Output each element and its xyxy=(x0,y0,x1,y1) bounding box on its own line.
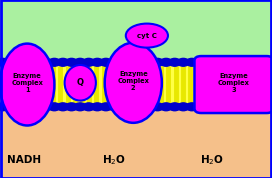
Circle shape xyxy=(212,103,224,111)
Ellipse shape xyxy=(126,23,168,48)
Circle shape xyxy=(203,103,215,111)
Circle shape xyxy=(57,58,69,66)
Circle shape xyxy=(117,103,129,111)
Circle shape xyxy=(237,103,249,111)
Circle shape xyxy=(66,58,78,66)
Circle shape xyxy=(169,103,181,111)
Bar xyxy=(0,62,272,107)
Circle shape xyxy=(263,103,272,111)
Bar xyxy=(0,103,272,178)
Circle shape xyxy=(126,58,138,66)
Ellipse shape xyxy=(105,43,162,123)
Circle shape xyxy=(91,103,103,111)
Circle shape xyxy=(74,103,86,111)
Circle shape xyxy=(152,58,163,66)
Circle shape xyxy=(246,103,258,111)
Circle shape xyxy=(74,58,86,66)
Circle shape xyxy=(48,58,60,66)
Circle shape xyxy=(134,58,146,66)
Circle shape xyxy=(14,58,26,66)
Text: NADH: NADH xyxy=(7,155,42,165)
Circle shape xyxy=(100,103,112,111)
Circle shape xyxy=(143,103,155,111)
Circle shape xyxy=(255,103,267,111)
Circle shape xyxy=(237,58,249,66)
Circle shape xyxy=(40,58,52,66)
Circle shape xyxy=(14,103,26,111)
Circle shape xyxy=(5,58,17,66)
Text: Enzyme
Complex
1: Enzyme Complex 1 xyxy=(11,73,43,93)
Circle shape xyxy=(40,103,52,111)
Text: Enzyme
Complex
2: Enzyme Complex 2 xyxy=(117,71,149,91)
Circle shape xyxy=(229,58,241,66)
Circle shape xyxy=(109,103,120,111)
Circle shape xyxy=(23,58,35,66)
Circle shape xyxy=(31,103,43,111)
Circle shape xyxy=(186,58,198,66)
Circle shape xyxy=(194,103,206,111)
Text: Enzyme
Complex
3: Enzyme Complex 3 xyxy=(218,73,250,93)
Circle shape xyxy=(100,58,112,66)
Circle shape xyxy=(229,103,241,111)
Ellipse shape xyxy=(65,65,96,101)
Circle shape xyxy=(263,58,272,66)
Circle shape xyxy=(117,58,129,66)
Circle shape xyxy=(5,103,17,111)
Circle shape xyxy=(0,58,9,66)
Circle shape xyxy=(0,103,9,111)
Ellipse shape xyxy=(0,44,54,125)
Circle shape xyxy=(152,103,163,111)
Circle shape xyxy=(91,58,103,66)
Circle shape xyxy=(126,103,138,111)
Text: cyt C: cyt C xyxy=(137,33,157,39)
Text: Q: Q xyxy=(77,78,84,87)
Circle shape xyxy=(203,58,215,66)
Text: H$_2$O: H$_2$O xyxy=(102,153,126,167)
Circle shape xyxy=(160,58,172,66)
Circle shape xyxy=(83,58,95,66)
Circle shape xyxy=(57,103,69,111)
Circle shape xyxy=(255,58,267,66)
Circle shape xyxy=(186,103,198,111)
Circle shape xyxy=(220,58,232,66)
Circle shape xyxy=(220,103,232,111)
Circle shape xyxy=(160,103,172,111)
Circle shape xyxy=(143,58,155,66)
Circle shape xyxy=(66,103,78,111)
Bar xyxy=(0,0,272,103)
Circle shape xyxy=(23,103,35,111)
Circle shape xyxy=(212,58,224,66)
Text: H$_2$O: H$_2$O xyxy=(200,153,224,167)
Circle shape xyxy=(177,103,189,111)
Circle shape xyxy=(169,58,181,66)
Circle shape xyxy=(194,58,206,66)
Circle shape xyxy=(48,103,60,111)
Circle shape xyxy=(83,103,95,111)
Circle shape xyxy=(246,58,258,66)
FancyBboxPatch shape xyxy=(194,56,272,113)
Circle shape xyxy=(134,103,146,111)
Circle shape xyxy=(109,58,120,66)
Circle shape xyxy=(31,58,43,66)
Circle shape xyxy=(177,58,189,66)
